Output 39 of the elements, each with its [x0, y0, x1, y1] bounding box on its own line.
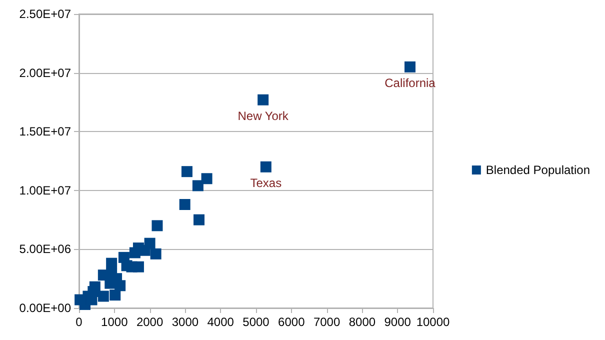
point [179, 199, 190, 210]
point [152, 220, 163, 232]
point [181, 166, 192, 178]
x-tick-label: 4000 [207, 315, 234, 329]
x-tick-label: 8000 [348, 315, 376, 329]
point [404, 61, 416, 72]
x-tick-label: 10000 [416, 315, 450, 329]
point [110, 290, 121, 301]
y-tick-label: 2.50E+07 [19, 7, 72, 21]
point [98, 290, 109, 302]
point [150, 248, 162, 260]
annotation: New York [238, 108, 290, 123]
y-tick-label: 5.00E+06 [19, 242, 72, 256]
annotation: California [384, 76, 436, 90]
x-tick-label: 5000 [242, 315, 270, 329]
x-tick-label: 7000 [313, 315, 340, 329]
point [126, 261, 138, 272]
legend-label: Blended Population [486, 163, 590, 177]
point [129, 247, 140, 258]
point [201, 173, 212, 184]
point [139, 244, 150, 256]
y-tick-label: 1.50E+07 [19, 124, 72, 139]
y-tick-label: 0.00E+00 [19, 301, 72, 315]
point [106, 258, 118, 269]
x-tick-label: 3000 [172, 315, 199, 329]
x-tick-label: 6000 [278, 315, 306, 329]
annotation: Texas [250, 176, 282, 190]
x-tick-label: 1000 [101, 315, 128, 329]
x-tick-label: 0 [76, 315, 83, 329]
y-tick-label: 1.00E+07 [19, 183, 72, 198]
point [192, 180, 204, 192]
point [114, 280, 126, 292]
x-tick-label: 2000 [136, 315, 164, 329]
point [258, 94, 269, 106]
point [104, 278, 116, 289]
point [260, 161, 272, 172]
x-tick-label: 9000 [384, 315, 412, 329]
point [194, 214, 205, 226]
y-tick-label: 2.00E+07 [19, 66, 72, 80]
